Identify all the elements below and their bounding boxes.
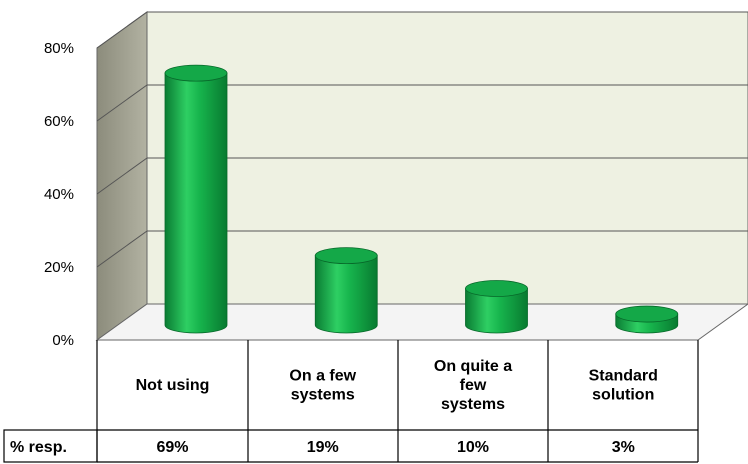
x-tick-label: Standard solution: [589, 368, 658, 404]
y-tick-label: 80%: [44, 40, 74, 57]
bar: [314, 247, 378, 334]
y-tick-label: 0%: [52, 332, 74, 349]
y-tick-label: 40%: [44, 186, 74, 203]
data-table-row-label: % resp.: [10, 439, 67, 456]
category-labels: Not using On a few systems On quite a few sys…: [136, 358, 658, 413]
data-label: 69%: [156, 439, 188, 456]
chart-floor: [95, 303, 748, 341]
bar: [615, 305, 679, 334]
y-tick-label: 60%: [44, 113, 74, 130]
y-tick-label: 20%: [44, 259, 74, 276]
gridline-side: [96, 157, 148, 195]
data-label: 10%: [457, 439, 489, 456]
x-tick-label: Not using: [136, 377, 210, 394]
data-label: 19%: [307, 439, 339, 456]
gridline-side: [96, 230, 148, 268]
data-table: % resp.: [3, 340, 699, 463]
gridline-side: [96, 84, 148, 122]
bar: [164, 64, 228, 334]
bar: [465, 280, 528, 334]
value-labels: 69% 19% 10% 3%: [156, 439, 634, 456]
y-axis-ticks: 0% 20% 40% 60% 80%: [44, 40, 74, 349]
bars: [164, 64, 679, 334]
x-tick-label: On a few systems: [289, 368, 356, 404]
gridlines: [96, 11, 748, 268]
gridline-side: [96, 11, 148, 49]
x-tick-label: On quite a few systems: [434, 358, 512, 413]
data-label: 3%: [612, 439, 635, 456]
